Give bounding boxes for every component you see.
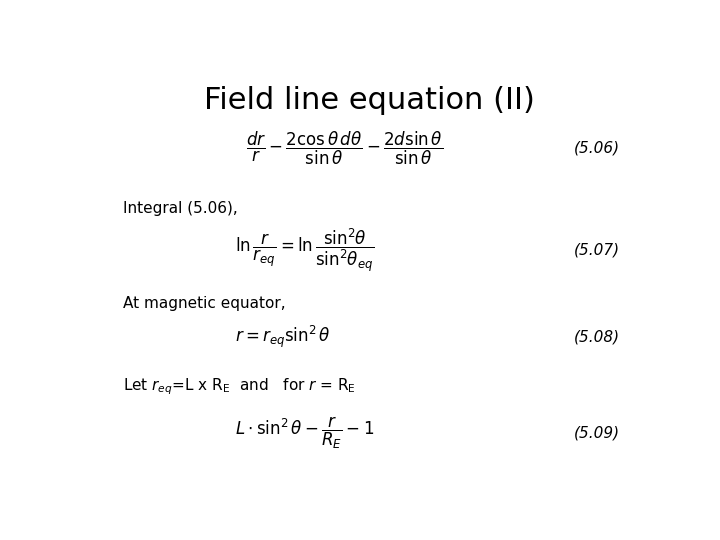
Text: Integral (5.06),: Integral (5.06), <box>124 201 238 216</box>
Text: (5.07): (5.07) <box>574 242 620 258</box>
Text: Field line equation (II): Field line equation (II) <box>204 85 534 114</box>
Text: (5.08): (5.08) <box>574 329 620 345</box>
Text: $\ln \dfrac{r}{r_{eq}} = \ln \dfrac{\sin^2\!\theta}{\sin^2\!\theta_{eq}}$: $\ln \dfrac{r}{r_{eq}} = \ln \dfrac{\sin… <box>235 226 374 274</box>
Text: Let $r_{eq}$=L x R$_{\mathrm{E}}$  and   for $r$ = R$_{\mathrm{E}}$: Let $r_{eq}$=L x R$_{\mathrm{E}}$ and fo… <box>124 377 356 397</box>
Text: (5.09): (5.09) <box>574 426 620 440</box>
Text: (5.06): (5.06) <box>574 140 620 156</box>
Text: At magnetic equator,: At magnetic equator, <box>124 296 286 312</box>
Text: $L \cdot \sin^2\theta - \dfrac{r}{R_E} - 1$: $L \cdot \sin^2\theta - \dfrac{r}{R_E} -… <box>235 415 374 451</box>
Text: $r = r_{eq} \sin^2\theta$: $r = r_{eq} \sin^2\theta$ <box>235 324 330 350</box>
Text: $\dfrac{dr}{r} - \dfrac{2\cos\theta\,d\theta}{\sin\theta} - \dfrac{2d\sin\theta}: $\dfrac{dr}{r} - \dfrac{2\cos\theta\,d\t… <box>246 130 444 166</box>
